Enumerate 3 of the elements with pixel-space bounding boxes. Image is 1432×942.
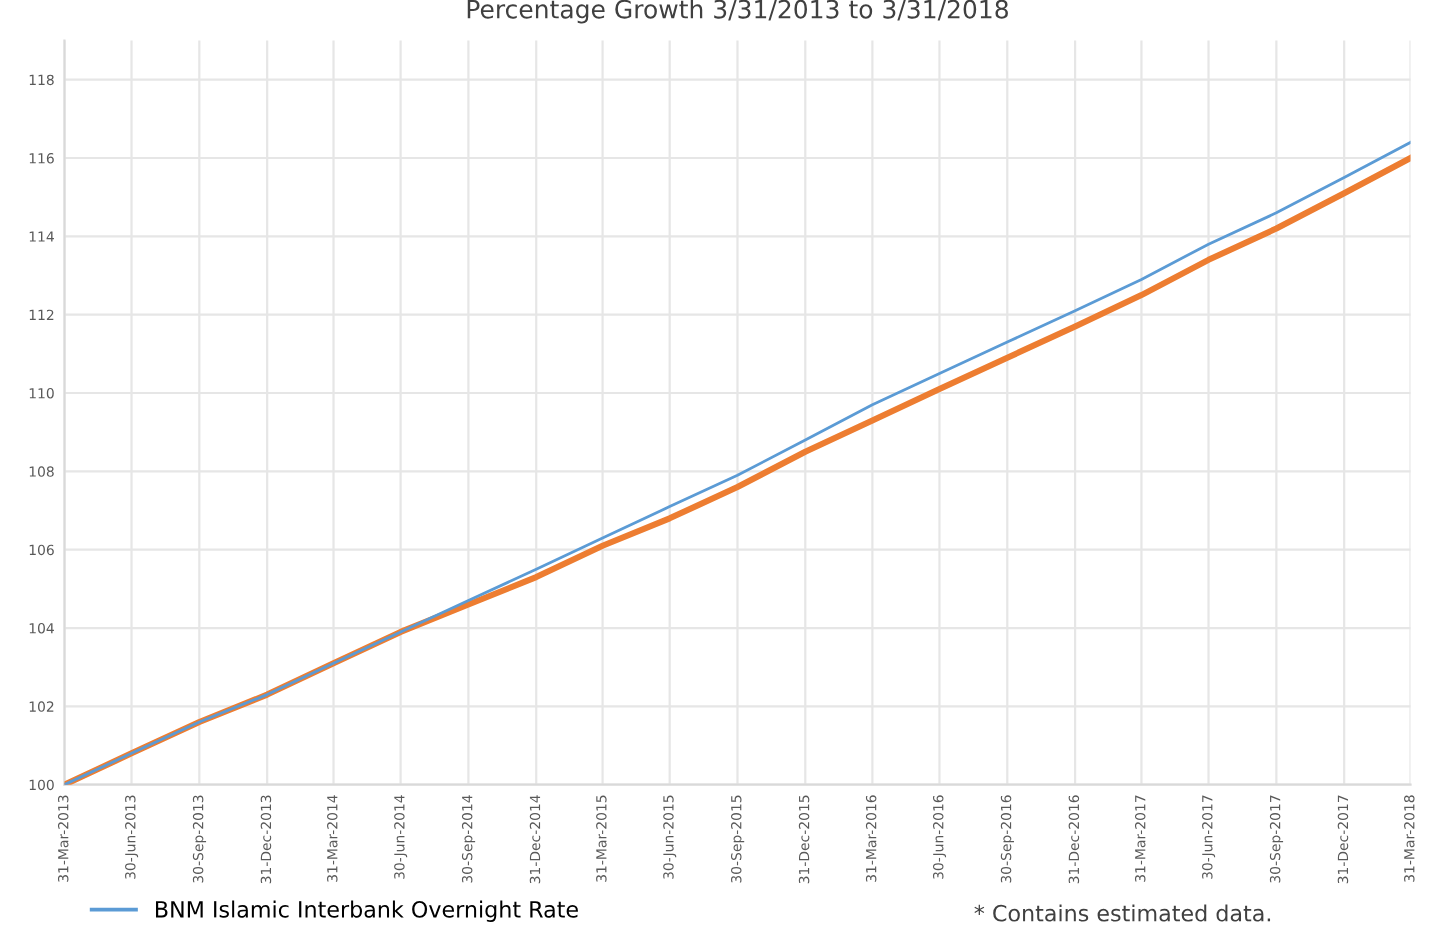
text: * Contains estimated data.: [974, 904, 1271, 922]
legend-label: BNM Islamic Interbank Overnight Rate: [156, 900, 578, 922]
chart-title: Percentage Growth 3/31/2013 to 3/31/2018: [467, 0, 1008, 24]
